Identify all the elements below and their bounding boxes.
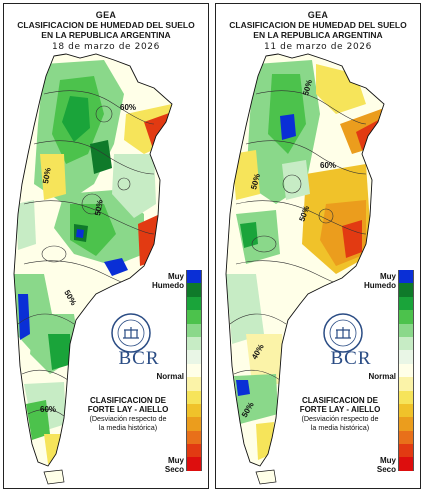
contour-label: 50% — [41, 167, 53, 184]
legend-color-scale — [398, 270, 414, 471]
legend-dry-label: Muy Seco — [164, 456, 184, 474]
bcr-logo: BCR — [330, 348, 372, 369]
classification-note: (Desviación respecto de la media históri… — [301, 414, 379, 432]
legend-swatch — [186, 323, 202, 337]
bcr-logo: BCR — [118, 348, 160, 369]
legend-swatch — [186, 403, 202, 418]
contour-label: 50% — [301, 79, 314, 97]
legend-swatch — [398, 336, 414, 351]
legend-swatch — [398, 417, 414, 431]
legend-swatch — [398, 310, 414, 324]
contour-label: 60% — [40, 405, 56, 414]
legend-swatch — [186, 390, 202, 404]
legend-swatch — [186, 363, 202, 378]
contour-label: 60% — [120, 103, 136, 112]
legend-swatch — [186, 457, 202, 471]
map-title-line2: EN LA REPUBLICA ARGENTINA — [253, 30, 383, 40]
legend-swatch — [398, 283, 414, 297]
legend-dry-label: Muy Seco — [376, 456, 396, 474]
legend-swatch — [398, 403, 414, 418]
legend-swatch — [398, 390, 414, 404]
legend-swatch — [398, 350, 414, 364]
legend-swatch — [398, 323, 414, 337]
bcr-seal-icon — [323, 313, 363, 353]
contour-label: 60% — [320, 161, 336, 170]
contour-label: 50% — [93, 199, 105, 216]
legend-normal-label: Normal — [156, 372, 184, 381]
legend-normal-label: Normal — [368, 372, 396, 381]
classification-title: CLASIFICACION DE FORTE LAY - AIELLO — [299, 396, 381, 414]
argentina-map-right: 50% 60% 50% 50% 40% 50% — [225, 53, 385, 485]
legend-swatch — [186, 417, 202, 431]
map-title-line2: EN LA REPUBLICA ARGENTINA — [41, 30, 171, 40]
org-label: GEA — [307, 10, 329, 20]
legend-swatch — [186, 350, 202, 364]
legend-swatch — [186, 444, 202, 458]
legend-wet-label: Muy Humedo — [364, 272, 396, 290]
legend-swatch — [186, 430, 202, 445]
legend-swatch — [398, 363, 414, 378]
contour-label: 50% — [249, 173, 262, 191]
classification-title: CLASIFICACION DE FORTE LAY - AIELLO — [87, 396, 169, 414]
map-date: 18 de marzo de 2026 — [52, 42, 160, 52]
argentina-map-left: 60% 50% 50% 50% 60% — [13, 53, 173, 485]
legend-swatch — [186, 310, 202, 324]
legend-wet-label: Muy Humedo — [152, 272, 184, 290]
map-title-line1: CLASIFICACION DE HUMEDAD DEL SUELO — [229, 20, 407, 30]
legend-swatch — [186, 377, 202, 391]
legend-swatch — [398, 430, 414, 445]
legend-swatch — [186, 283, 202, 297]
map-title-line1: CLASIFICACION DE HUMEDAD DEL SUELO — [17, 20, 195, 30]
legend-color-scale — [186, 270, 202, 471]
map-panel-right: GEA CLASIFICACION DE HUMEDAD DEL SUELO E… — [215, 3, 421, 489]
legend-swatch — [398, 270, 414, 284]
legend-swatch — [398, 296, 414, 311]
legend-swatch — [398, 457, 414, 471]
map-panel-left: GEA CLASIFICACION DE HUMEDAD DEL SUELO E… — [3, 3, 209, 489]
bcr-seal-icon — [111, 313, 151, 353]
map-date: 11 de marzo de 2026 — [264, 42, 372, 52]
legend-swatch — [398, 377, 414, 391]
legend-swatch — [186, 336, 202, 351]
classification-note: (Desviación respecto de la media históri… — [89, 414, 167, 432]
legend-swatch — [398, 444, 414, 458]
legend-swatch — [186, 296, 202, 311]
legend-swatch — [186, 270, 202, 284]
org-label: GEA — [95, 10, 117, 20]
